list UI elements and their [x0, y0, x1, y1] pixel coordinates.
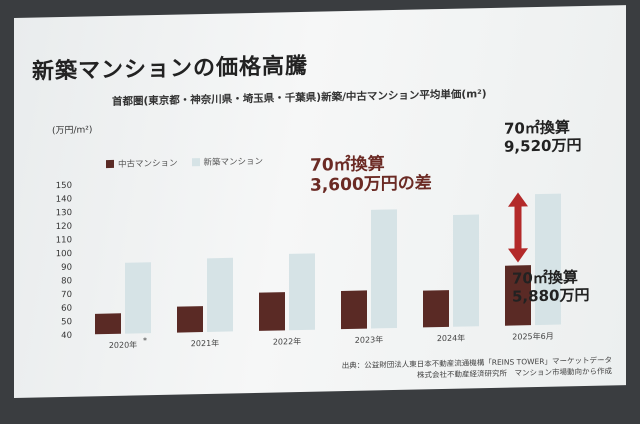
x-tick-label: 2021年	[191, 338, 219, 349]
bar-new	[207, 257, 233, 332]
bar-used	[423, 290, 449, 328]
annotation-used-line2: 5,880万円	[512, 285, 590, 306]
x-tick-label: 2025年6月	[512, 331, 553, 342]
y-tick-label: 110	[56, 235, 72, 245]
presentation-slide: 新築マンションの価格高騰 首都圏(東京都・神奈川県・埼玉県・千葉県)新築/中古マ…	[14, 5, 626, 399]
annotation-price-difference: 70㎡換算 3,600万円の差	[310, 153, 432, 196]
difference-arrow-head-up	[508, 192, 528, 207]
x-tick-label: 2022年	[273, 336, 301, 347]
y-tick-label: 90	[61, 263, 72, 273]
annotation-new-line2: 9,520万円	[504, 136, 582, 156]
y-tick-label: 40	[61, 331, 72, 341]
y-tick-label: 130	[56, 208, 72, 218]
bar-new	[453, 214, 479, 327]
x-tick-mark: *	[143, 336, 147, 345]
x-tick-label: 2024年	[437, 333, 465, 344]
bar-used	[505, 265, 531, 326]
annotation-diff-line2: 3,600万円の差	[310, 173, 432, 197]
bar-new	[535, 193, 561, 326]
bar-used	[177, 306, 203, 333]
bar-new	[125, 262, 151, 334]
annotation-used-price: 70㎡換算 5,880万円	[512, 268, 590, 306]
y-tick-label: 100	[56, 249, 72, 259]
annotation-used-line1: 70㎡換算	[512, 268, 578, 288]
y-tick-label: 80	[61, 276, 72, 286]
x-tick-label: 2023年	[355, 334, 383, 345]
bar-used	[259, 292, 285, 331]
y-tick-label: 150	[56, 181, 72, 191]
bar-new	[289, 253, 315, 331]
y-tick-label: 120	[56, 222, 72, 232]
y-tick-label: 70	[61, 290, 72, 300]
annotation-new-price: 70㎡換算 9,520万円	[504, 118, 582, 156]
bar-chart: 40 50 60 70 80 90 100 110 120 130 140 150 2020年 * 2021…	[56, 181, 561, 350]
y-tick-label: 50	[61, 317, 72, 327]
y-tick-label: 140	[56, 194, 72, 204]
bar-used	[341, 290, 367, 330]
x-tick-label: 2020年	[109, 339, 137, 350]
y-tick-label: 60	[61, 304, 72, 314]
bar-used	[95, 313, 121, 335]
difference-arrow-head-down	[508, 248, 528, 263]
annotation-new-line1: 70㎡換算	[504, 118, 570, 138]
bar-new	[371, 209, 397, 329]
